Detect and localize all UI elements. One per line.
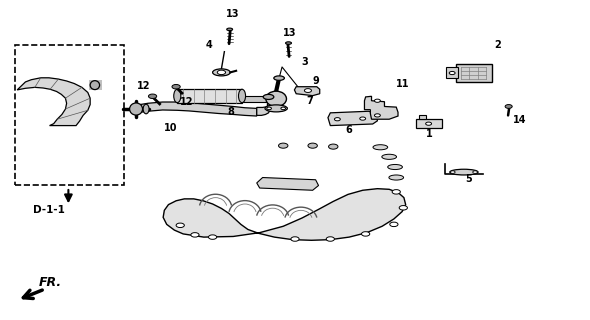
Ellipse shape bbox=[278, 143, 288, 148]
Text: 12: 12 bbox=[180, 97, 194, 107]
Circle shape bbox=[473, 171, 477, 173]
Text: 6: 6 bbox=[345, 125, 352, 135]
Text: 2: 2 bbox=[494, 40, 501, 50]
Text: 13: 13 bbox=[283, 28, 297, 37]
Bar bbox=[89, 80, 102, 90]
Circle shape bbox=[208, 235, 217, 239]
Ellipse shape bbox=[143, 104, 149, 114]
Bar bbox=[242, 96, 276, 102]
Ellipse shape bbox=[238, 89, 245, 103]
Bar bbox=[416, 119, 442, 128]
Bar bbox=[15, 45, 124, 186]
Circle shape bbox=[335, 118, 340, 121]
Circle shape bbox=[217, 70, 225, 75]
Ellipse shape bbox=[373, 145, 388, 150]
Circle shape bbox=[172, 84, 180, 89]
Text: 10: 10 bbox=[165, 123, 178, 133]
Ellipse shape bbox=[329, 144, 338, 149]
Circle shape bbox=[390, 222, 398, 227]
Polygon shape bbox=[365, 96, 398, 119]
Ellipse shape bbox=[130, 103, 143, 115]
Ellipse shape bbox=[274, 76, 284, 80]
Text: 9: 9 bbox=[313, 76, 319, 86]
Circle shape bbox=[392, 190, 401, 194]
Text: 7: 7 bbox=[307, 96, 313, 106]
Circle shape bbox=[149, 94, 157, 99]
Polygon shape bbox=[294, 87, 320, 96]
Circle shape bbox=[304, 89, 312, 92]
Circle shape bbox=[425, 122, 431, 125]
Ellipse shape bbox=[212, 69, 230, 76]
Circle shape bbox=[375, 114, 381, 117]
Ellipse shape bbox=[389, 175, 404, 180]
Circle shape bbox=[267, 107, 271, 110]
Circle shape bbox=[362, 232, 370, 236]
Text: 13: 13 bbox=[225, 9, 239, 19]
Ellipse shape bbox=[382, 154, 396, 159]
Text: 5: 5 bbox=[466, 174, 473, 184]
Text: 8: 8 bbox=[227, 107, 234, 116]
Ellipse shape bbox=[263, 94, 274, 100]
Ellipse shape bbox=[450, 169, 478, 175]
Circle shape bbox=[450, 171, 455, 173]
Circle shape bbox=[326, 237, 335, 241]
Circle shape bbox=[191, 233, 199, 237]
Polygon shape bbox=[17, 78, 90, 125]
Polygon shape bbox=[163, 189, 406, 240]
Bar bbox=[177, 89, 242, 103]
Ellipse shape bbox=[286, 42, 291, 44]
Text: 14: 14 bbox=[513, 116, 526, 125]
Text: 3: 3 bbox=[301, 57, 307, 67]
Text: 12: 12 bbox=[137, 81, 151, 91]
Ellipse shape bbox=[388, 164, 402, 170]
Circle shape bbox=[449, 71, 455, 75]
Ellipse shape bbox=[173, 89, 181, 103]
Ellipse shape bbox=[308, 143, 317, 148]
Circle shape bbox=[399, 205, 408, 210]
Ellipse shape bbox=[227, 28, 232, 31]
Ellipse shape bbox=[265, 105, 287, 112]
Polygon shape bbox=[257, 178, 319, 190]
Circle shape bbox=[176, 223, 184, 228]
Circle shape bbox=[281, 107, 286, 110]
Text: 1: 1 bbox=[425, 129, 432, 139]
Text: D-1-1: D-1-1 bbox=[33, 204, 65, 215]
Bar bbox=[446, 67, 458, 78]
Polygon shape bbox=[136, 102, 257, 116]
Bar bbox=[419, 116, 425, 119]
Text: FR.: FR. bbox=[39, 276, 62, 289]
Ellipse shape bbox=[266, 91, 287, 107]
FancyBboxPatch shape bbox=[455, 64, 492, 82]
Circle shape bbox=[291, 237, 299, 241]
Circle shape bbox=[375, 99, 381, 102]
Circle shape bbox=[360, 117, 366, 120]
Circle shape bbox=[505, 105, 512, 108]
Text: 4: 4 bbox=[205, 40, 212, 50]
Text: 11: 11 bbox=[396, 79, 409, 89]
Ellipse shape bbox=[90, 81, 100, 90]
Polygon shape bbox=[328, 111, 378, 125]
Polygon shape bbox=[257, 97, 273, 116]
